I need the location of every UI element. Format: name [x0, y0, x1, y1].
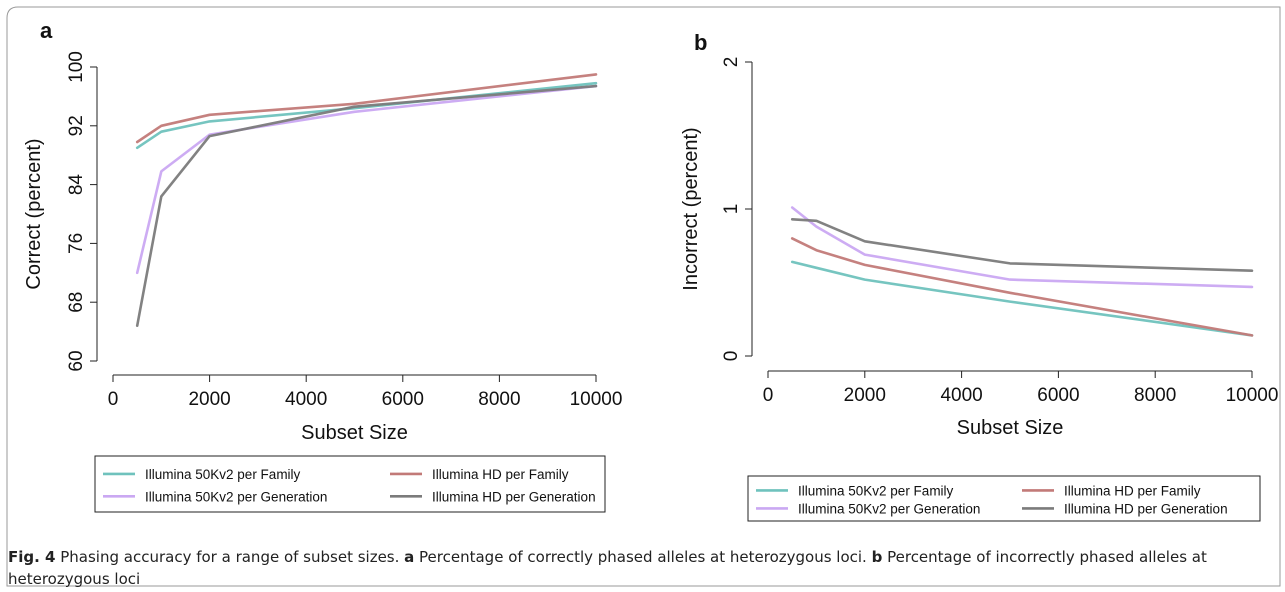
series-line-b-3	[790, 218, 1254, 273]
x-axis-title-b: Subset Size	[957, 417, 1064, 439]
panel-a-label: a	[40, 18, 53, 43]
series-line-b-2	[790, 206, 1254, 289]
y-tick-label-a-1: 68	[66, 292, 87, 313]
caption-text-1: Phasing accuracy for a range of subset s…	[55, 548, 405, 566]
x-tick-label-b-2: 4000	[940, 385, 982, 406]
legend-panel-b: Illumina 50Kv2 per Family Illumina 50Kv2 …	[747, 475, 1261, 522]
y-tick-label-b-0: 0	[721, 351, 742, 362]
x-tick-label-b-0: 0	[763, 385, 774, 406]
legend-panel-a: Illumina 50Kv2 per Family Illumina 50Kv2 …	[94, 455, 606, 513]
x-tick-label-b-1: 2000	[844, 385, 886, 406]
legend-label-a-2: Illumina 50Kv2 per Generation	[145, 489, 327, 504]
legend-label-a-0: Illumina 50Kv2 per Family	[145, 467, 301, 482]
figure-border	[6, 6, 1281, 587]
x-tick-label-b-4: 8000	[1134, 385, 1176, 406]
x-tick-label-a-1: 2000	[188, 389, 230, 410]
x-tick-label-b-5: 10000	[1226, 385, 1279, 406]
x-tick-label-a-4: 8000	[478, 389, 520, 410]
legend-label-a-1: Illumina HD per Family	[432, 467, 569, 482]
panel-b-label: b	[694, 30, 707, 55]
y-tick-label-a-2: 76	[66, 233, 87, 254]
caption-label-b: b	[871, 548, 883, 566]
caption-text-3: Percentage of incorrectly phased alleles…	[8, 548, 1207, 588]
y-tick-label-a-0: 60	[66, 350, 87, 371]
series-line-a-2	[135, 84, 598, 275]
figure-caption: Fig. 4 Phasing accuracy for a range of s…	[8, 546, 1273, 590]
x-tick-label-a-2: 4000	[285, 389, 327, 410]
y-tick-label-a-4: 92	[66, 115, 87, 136]
chart-panel-a: 60 68 76 84 92 100 0 2000 4000 6000 8000 10000 Subse…	[23, 51, 622, 444]
caption-label-a: a	[404, 548, 415, 566]
legend-label-a-3: Illumina HD per Generation	[432, 489, 596, 504]
chart-panel-b: 0 1 2 0 2000 4000 6000 8000 10000 Subset Size Inco…	[680, 57, 1278, 439]
x-tick-label-b-3: 6000	[1037, 385, 1079, 406]
series-line-a-1	[135, 73, 598, 144]
x-tick-label-a-0: 0	[108, 389, 119, 410]
series-line-b-0	[790, 260, 1254, 337]
caption-text-2: Percentage of correctly phased alleles a…	[414, 548, 872, 566]
legend-label-b-1: Illumina HD per Family	[1064, 483, 1201, 498]
legend-label-b-0: Illumina 50Kv2 per Family	[798, 483, 954, 498]
caption-fig-label: Fig. 4	[8, 548, 56, 566]
x-tick-label-a-5: 10000	[570, 389, 623, 410]
legend-label-b-3: Illumina HD per Generation	[1064, 501, 1228, 516]
y-tick-label-a-3: 84	[66, 174, 87, 196]
legend-box-b	[747, 475, 1261, 522]
series-line-a-3	[135, 84, 598, 328]
x-tick-label-a-3: 6000	[382, 389, 424, 410]
legend-label-b-2: Illumina 50Kv2 per Generation	[798, 501, 980, 516]
y-tick-label-b-2: 2	[721, 57, 742, 68]
y-tick-label-b-1: 1	[721, 204, 742, 215]
legend-box-a	[94, 455, 606, 513]
series-line-b-1	[790, 237, 1254, 337]
x-axis-title-a: Subset Size	[301, 422, 408, 444]
y-axis-title-a: Correct (percent)	[23, 138, 45, 289]
y-tick-label-a-5: 100	[66, 51, 87, 83]
y-axis-title-b: Incorrect (percent)	[680, 127, 702, 290]
